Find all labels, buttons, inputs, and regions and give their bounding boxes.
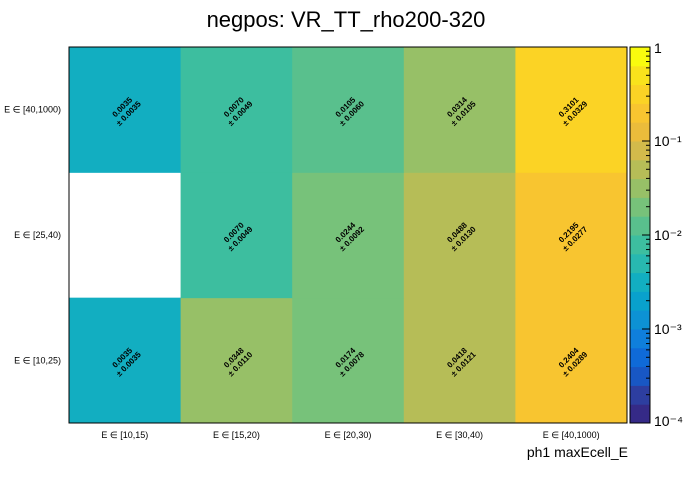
heatmap-cell: [180, 172, 293, 299]
x-tick-label: E ∈ [15,20): [213, 430, 260, 440]
y-tick-label: E ∈ [40,1000): [4, 105, 61, 115]
x-tick-label: E ∈ [30,40): [436, 430, 483, 440]
colorbar-segment: [630, 216, 650, 236]
heatmap-cell: [403, 172, 516, 299]
heatmap-cell: [292, 297, 405, 424]
colorbar-segment: [630, 84, 650, 104]
colorbar-tick-label: 10⁻³: [654, 321, 682, 337]
colorbar-segment: [630, 159, 650, 180]
y-tick-label: E ∈ [25,40): [14, 230, 61, 240]
colorbar-segment: [630, 178, 650, 198]
heatmap-cell: [180, 47, 293, 173]
heatmap-cell: [515, 297, 628, 424]
heatmap-cell: [292, 47, 405, 173]
x-tick-labels: E ∈ [10,15) E ∈ [15,20) E ∈ [20,30) E ∈ [30…: [101, 430, 599, 440]
colorbar-segment: [630, 141, 650, 161]
heatmap-cell: [69, 297, 182, 424]
colorbar: [630, 47, 650, 424]
heatmap-cell: [515, 172, 628, 299]
heatmap-cell: [515, 47, 628, 173]
colorbar-tick-label: 1: [654, 40, 662, 56]
colorbar-segment: [630, 310, 650, 330]
colorbar-segment: [630, 103, 650, 123]
colorbar-segment: [630, 122, 650, 142]
heatmap-cell: [180, 297, 293, 424]
colorbar-segment: [630, 404, 650, 424]
plot-frame: [68, 46, 628, 424]
x-tick-label: E ∈ [10,15): [101, 430, 148, 440]
heatmap-cell: [403, 47, 516, 173]
heatmap-cell: [292, 172, 405, 299]
colorbar-segment: [630, 347, 650, 368]
colorbar-segment: [630, 65, 650, 86]
chart-title: negpos: VR_TT_rho200-320: [207, 7, 486, 32]
x-tick-label: E ∈ [20,30): [325, 430, 372, 440]
colorbar-segment: [630, 197, 650, 217]
colorbar-segment: [630, 253, 650, 274]
colorbar-tick-label: 10⁻²: [654, 227, 682, 243]
heatmap-cell: [69, 47, 182, 173]
colorbar-segment: [630, 235, 650, 255]
colorbar-segment: [630, 47, 650, 67]
y-tick-labels: E ∈ [10,25) E ∈ [25,40) E ∈ [40,1000): [4, 105, 61, 366]
cells-layer: [69, 47, 628, 424]
colorbar-ticks: 1 10⁻¹ 10⁻² 10⁻³ 10⁻⁴: [642, 40, 683, 429]
colorbar-segment: [630, 272, 650, 292]
x-axis-title: ph1 maxEcell_E: [527, 444, 628, 460]
colorbar-tick-label: 10⁻⁴: [654, 413, 683, 429]
colorbar-tick-label: 10⁻¹: [654, 133, 682, 149]
heatmap-cell: [403, 297, 516, 424]
colorbar-segment: [630, 385, 650, 405]
colorbar-segment: [630, 291, 650, 311]
colorbar-segment: [630, 329, 650, 349]
y-tick-label: E ∈ [10,25): [14, 355, 61, 365]
x-tick-label: E ∈ [40,1000): [543, 430, 600, 440]
colorbar-segment: [630, 366, 650, 386]
